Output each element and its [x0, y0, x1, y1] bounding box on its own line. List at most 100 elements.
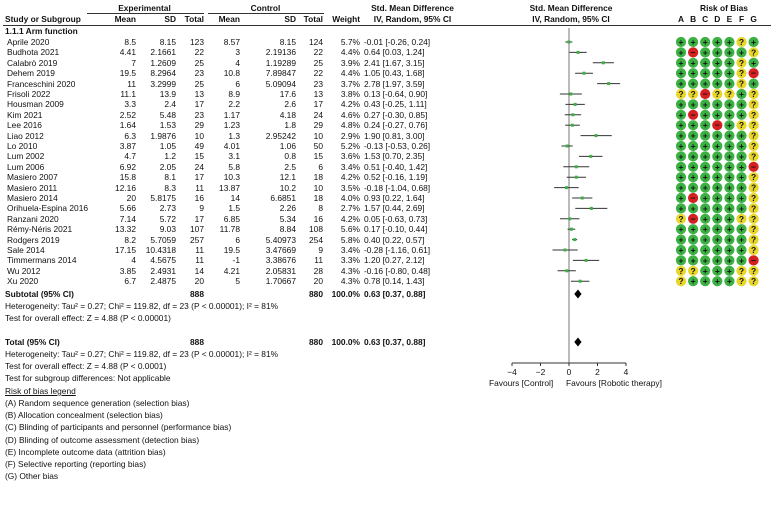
weight: 3.3%	[340, 255, 360, 266]
exp-mean: 12.16	[115, 182, 136, 193]
rob-symbol: +	[703, 266, 708, 276]
exp-total: 25	[194, 57, 204, 68]
exp-sd: 5.48	[159, 109, 176, 120]
weight: 4.2%	[340, 213, 360, 224]
study-name: Timmermans 2014	[7, 255, 77, 266]
legend-text: Allocation concealment (selection bias)	[18, 410, 163, 421]
rob-circle	[700, 88, 711, 100]
x-tick-label: −4	[507, 367, 517, 377]
rob-symbol: −	[691, 47, 696, 57]
rob-symbol: +	[715, 99, 720, 109]
exp-sd: 8.2964	[150, 68, 176, 79]
rob-symbol: +	[715, 245, 720, 255]
exp-total: 11	[195, 245, 204, 255]
rob-circle	[688, 140, 699, 152]
rob-circle	[724, 140, 735, 152]
rob-circle	[724, 203, 735, 214]
rob-circle	[700, 234, 711, 245]
rob-symbol: +	[739, 172, 744, 182]
ctl-mean: 5	[235, 276, 240, 287]
legend-key: (G)	[5, 471, 20, 482]
smd-ci: 0.43 [-0.25, 1.11]	[364, 99, 427, 110]
weight: 3.5%	[340, 182, 360, 193]
rob-symbol: ?	[751, 276, 756, 286]
rob-symbol: +	[679, 245, 684, 255]
point-estimate	[563, 248, 567, 252]
col-exp-total: Total	[184, 14, 204, 24]
rob-circle	[675, 234, 687, 245]
rob-symbol: +	[727, 245, 732, 255]
point-estimate	[568, 217, 572, 221]
rob-circle	[736, 172, 747, 183]
rob-symbol: +	[715, 235, 720, 245]
point-estimate	[565, 269, 569, 273]
ctl-sd: 10.2	[279, 182, 296, 193]
rob-circle	[736, 276, 747, 287]
rob-symbol: −	[715, 120, 720, 130]
rob-circle	[712, 224, 723, 235]
rob-circle	[700, 172, 711, 183]
rob-circle	[712, 99, 723, 110]
rob-symbol: +	[703, 99, 708, 109]
legend-text: Incomplete outcome data (attrition bias)	[18, 446, 166, 457]
rob-symbol: −	[691, 214, 696, 224]
study-name: Masiero 2007	[7, 172, 58, 183]
rob-symbol: ?	[751, 131, 756, 141]
rob-circle	[736, 151, 747, 162]
x-tick-label: 0	[567, 367, 572, 377]
rob-circle	[675, 276, 687, 287]
exp-total: 9	[199, 203, 204, 214]
rob-circle	[688, 244, 699, 256]
ctl-mean: 14	[230, 193, 240, 203]
exp-mean: 4.7	[124, 151, 136, 162]
rob-circle	[675, 151, 687, 162]
rob-symbol: +	[679, 120, 684, 130]
smd-ci: 1.05 [0.43, 1.68]	[364, 68, 425, 79]
weight: 3.4%	[340, 161, 360, 172]
rob-circle	[675, 68, 687, 79]
rob-symbol: +	[679, 79, 684, 89]
smd-ci: 0.27 [-0.30, 0.85]	[364, 109, 428, 120]
rob-symbol: +	[703, 255, 708, 265]
exp-total: 20	[194, 276, 204, 287]
exp-sd: 5.7059	[150, 234, 176, 245]
smd-ci: 0.13 [-0.64, 0.90]	[364, 89, 428, 99]
rob-symbol: +	[715, 183, 720, 193]
exp-mean: 11.1	[120, 89, 136, 99]
rob-symbol: +	[727, 99, 732, 109]
rob-circle	[748, 151, 759, 162]
rob-circle	[736, 88, 747, 100]
rob-circle	[688, 161, 699, 172]
rob-symbol: +	[715, 141, 720, 151]
rob-circle	[700, 99, 711, 110]
ctl-mean: 6.85	[223, 213, 240, 224]
legend-item: (E) Incomplete outcome data (attrition b…	[5, 447, 166, 457]
rob-circle	[700, 57, 711, 68]
smd-header: Std. Mean Difference	[371, 3, 454, 13]
rob-symbol: +	[703, 58, 708, 68]
rob-symbol: ?	[751, 266, 756, 276]
ctl-mean: 10.3	[223, 172, 240, 183]
rob-symbol: +	[691, 255, 696, 265]
point-estimate	[594, 134, 598, 138]
rob-circle	[675, 109, 687, 120]
rob-circle	[736, 234, 747, 245]
exp-mean: 20	[126, 193, 136, 203]
rob-symbol: +	[703, 235, 708, 245]
smd-ci: -0.01 [-0.26, 0.24]	[364, 37, 431, 47]
rob-circle	[688, 234, 699, 245]
rob-symbol: ?	[739, 37, 744, 47]
rob-letter: C	[702, 14, 708, 24]
rob-letter: G	[750, 14, 757, 24]
legend-text: Blinding of outcome assessment (detectio…	[18, 434, 200, 445]
rob-symbol: +	[727, 193, 732, 203]
rob-symbol: +	[715, 151, 720, 161]
exp-total: 10	[194, 130, 204, 141]
rob-symbol: +	[727, 255, 732, 265]
ctl-total: 28	[313, 265, 323, 276]
rob-circle	[748, 255, 759, 266]
point-estimate	[580, 196, 584, 200]
exp-sd: 1.2	[164, 151, 176, 162]
point-estimate	[582, 71, 586, 75]
exp-sd: 3.2999	[150, 78, 176, 89]
